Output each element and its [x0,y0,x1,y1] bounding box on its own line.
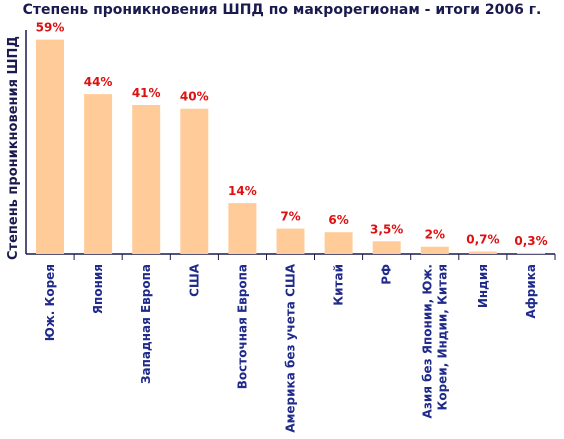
x-tick-label: Индия [476,264,490,308]
data-label: 7% [280,210,300,224]
data-label: 3,5% [370,222,403,236]
x-tick-label: Кореи, Индии, Китая [435,264,449,410]
x-tick-label: Азия без Японии, Юж. [420,264,434,418]
bar [180,108,209,254]
bar [324,232,353,254]
bar [517,252,545,254]
data-label: 14% [228,184,257,198]
bar [372,241,401,254]
data-label: 41% [132,86,161,100]
data-label: 44% [84,75,113,89]
bar [84,94,113,254]
data-label: 2% [425,228,445,242]
x-tick-label: Западная Европа [139,264,153,384]
x-tick-label: Китай [332,264,346,306]
bar [36,39,64,254]
x-tick-label: Восточная Европа [235,264,249,389]
bar [420,246,449,254]
data-label: 59% [36,21,65,35]
x-tick-label: Америка без учета США [284,263,298,432]
data-label: 40% [180,90,209,104]
x-tick-label: РФ [380,264,394,285]
x-tick-label: Юж. Корея [43,264,57,341]
x-tick-label: Африка [524,264,538,318]
data-label: 0,7% [466,233,499,247]
bar [468,251,497,254]
x-tick-label: Япония [91,264,105,314]
bar [276,228,305,254]
chart-title: Степень проникновения ШПД по макрорегион… [22,2,542,18]
bar [132,105,161,254]
data-label: 6% [328,213,348,227]
x-tick-label: США [187,263,201,297]
data-label: 0,3% [514,234,547,248]
bar [228,203,257,254]
